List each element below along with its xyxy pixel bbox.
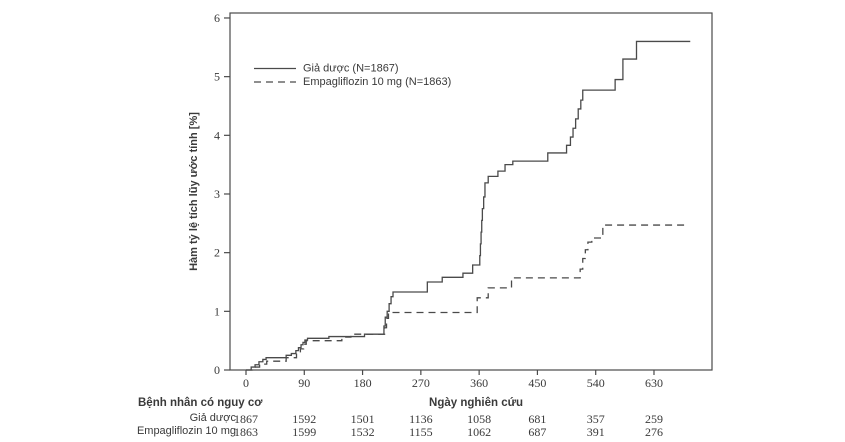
empagliflozin-curve xyxy=(246,224,686,371)
risk-row-label-empagliflozin: Empagliflozin 10 mg xyxy=(136,425,236,437)
risk-count: 391 xyxy=(586,425,605,439)
risk-count: 687 xyxy=(528,425,547,439)
risk-count: 1599 xyxy=(292,425,317,439)
x-axis-tick-label: 90 xyxy=(298,376,310,390)
y-axis-tick-label: 6 xyxy=(214,11,220,25)
x-axis-tick-label: 360 xyxy=(470,376,488,390)
x-axis-tick-label: 180 xyxy=(354,376,372,390)
y-axis-tick-label: 2 xyxy=(214,246,220,260)
y-axis-tick-label: 3 xyxy=(214,187,220,201)
x-axis-tick-label: 0 xyxy=(243,376,249,390)
risk-count: 1062 xyxy=(467,425,492,439)
risk-count: 1863 xyxy=(234,425,258,439)
plot-frame xyxy=(229,12,713,371)
legend-entry-label: Giả dược (N=1867) xyxy=(303,63,399,75)
y-axis-tick-label: 4 xyxy=(214,128,220,142)
y-axis-title: Hàm tỷ lệ tích lũy ước tính [%] xyxy=(188,112,200,271)
risk-table-header: Bệnh nhân có nguy cơ xyxy=(138,397,263,409)
risk-count: 1136 xyxy=(409,412,433,426)
placebo-curve xyxy=(246,40,691,371)
risk-count: 1532 xyxy=(350,425,375,439)
x-axis-tick-label: 540 xyxy=(587,376,605,390)
legend-entry-label: Empagliflozin 10 mg (N=1863) xyxy=(303,76,451,88)
risk-count: 1058 xyxy=(467,412,492,426)
risk-row-label-placebo: Giả dược xyxy=(189,412,236,424)
risk-count: 1592 xyxy=(292,412,317,426)
y-axis-tick-label: 1 xyxy=(214,304,220,318)
x-axis-tick-label: 450 xyxy=(528,376,546,390)
risk-count: 276 xyxy=(644,425,663,439)
risk-count: 1867 xyxy=(234,412,258,426)
risk-count: 681 xyxy=(528,412,547,426)
risk-count: 357 xyxy=(586,412,605,426)
risk-count: 1155 xyxy=(409,425,433,439)
y-axis-tick-label: 0 xyxy=(214,363,220,377)
x-axis-tick-label: 630 xyxy=(645,376,663,390)
x-axis-tick-label: 270 xyxy=(412,376,430,390)
risk-count: 259 xyxy=(644,412,663,426)
x-axis-title: Ngày nghiên cứu xyxy=(429,397,523,409)
risk-count: 1501 xyxy=(350,412,375,426)
y-axis-tick-label: 5 xyxy=(214,70,220,84)
